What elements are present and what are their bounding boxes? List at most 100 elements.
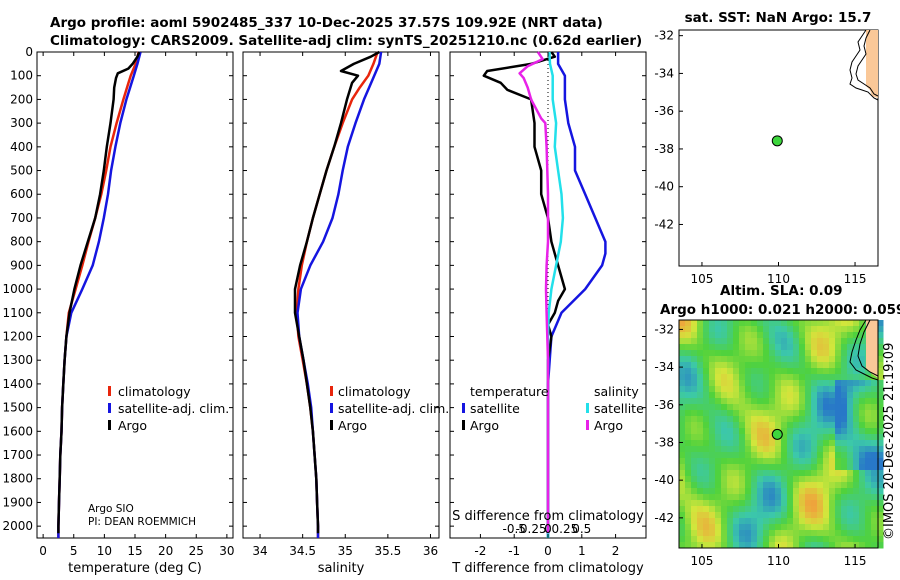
sla-cell: [787, 404, 794, 411]
sla-cell: [721, 524, 728, 531]
sla-cell: [817, 482, 824, 489]
sla-cell: [865, 500, 872, 507]
sst-map-axes: [678, 29, 879, 267]
sla-cell: [859, 362, 866, 369]
sla-cell: [781, 368, 788, 375]
sla-cell: [793, 500, 800, 507]
sla-cell: [847, 422, 854, 429]
sla-cell: [715, 374, 722, 381]
sla-coastline-inner: [857, 319, 879, 377]
sla-cell: [739, 398, 746, 405]
sla-cell: [757, 410, 764, 417]
sla-cell: [793, 542, 800, 549]
sla-cell: [787, 410, 794, 417]
sla-cell: [745, 488, 752, 495]
sla-cell: [805, 500, 812, 507]
sla-cell: [703, 458, 710, 465]
sla-cell: [733, 350, 740, 357]
sla-cell: [751, 410, 758, 417]
sla-cell: [805, 542, 812, 549]
sla-cell: [685, 326, 692, 333]
sla-cell: [787, 332, 794, 339]
sla-cell: [721, 374, 728, 381]
sla-cell: [709, 524, 716, 531]
sla-cell: [703, 440, 710, 447]
sla-cell: [691, 494, 698, 501]
sla-cell: [823, 326, 830, 333]
sla-cell: [727, 500, 734, 507]
sla-cell: [787, 386, 794, 393]
sla-cell: [817, 500, 824, 507]
sla-cell: [811, 542, 818, 549]
sla-cell: [739, 482, 746, 489]
sla-cell: [823, 494, 830, 501]
sla-cell: [835, 428, 842, 435]
sla-cell: [853, 344, 860, 351]
sla-cell: [721, 482, 728, 489]
sla-cell: [763, 452, 770, 459]
sla-cell: [823, 464, 830, 471]
temperature-legend: climatology satellite-adj. clim. Argo: [108, 384, 229, 433]
sla-cell: [679, 458, 686, 465]
sla-cell: [847, 350, 854, 357]
sla-cell: [823, 536, 830, 543]
sla-cell: [847, 434, 854, 441]
sla-cell: [787, 470, 794, 477]
sla-cell: [841, 392, 848, 399]
sla-cell: [841, 488, 848, 495]
sla-cell: [859, 398, 866, 405]
sla-cell: [817, 524, 824, 531]
sla-cell: [865, 416, 872, 423]
sla-cell: [847, 368, 854, 375]
sla-cell: [799, 416, 806, 423]
sla-cell: [805, 362, 812, 369]
sla-cell: [871, 434, 878, 441]
sla-cell: [781, 398, 788, 405]
sla-cell: [871, 464, 878, 471]
sla-cell: [679, 512, 686, 519]
sla-cell: [799, 536, 806, 543]
sla-cell: [823, 392, 830, 399]
sla-cell: [787, 530, 794, 537]
sla-cell: [799, 392, 806, 399]
sla-cell: [835, 542, 842, 549]
sla-cell: [829, 320, 836, 327]
sla-cell: [847, 338, 854, 345]
sla-cell: [697, 464, 704, 471]
sla-cell: [727, 470, 734, 477]
sla-cell: [721, 530, 728, 537]
sla-cell: [733, 356, 740, 363]
sla-cell: [835, 362, 842, 369]
sla-cell: [757, 356, 764, 363]
sla-cell: [823, 410, 830, 417]
s-tick-label: -0.5: [502, 522, 525, 536]
sla-cell: [691, 398, 698, 405]
sla-cell: [739, 344, 746, 351]
sla-cell: [811, 434, 818, 441]
sla-cell: [865, 392, 872, 399]
sla-cell: [745, 428, 752, 435]
sla-cell: [751, 416, 758, 423]
sla-cell: [841, 320, 848, 327]
sla-cell: [715, 434, 722, 441]
sla-cell: [775, 440, 782, 447]
legend-label-t-satellite: satellite: [470, 401, 520, 416]
sla-cell: [739, 500, 746, 507]
sla-cell: [721, 446, 728, 453]
temperature-xlabel: temperature (deg C): [68, 561, 202, 576]
sla-cell: [739, 518, 746, 525]
y-tick-label: 1100: [2, 306, 33, 320]
sla-cell: [799, 434, 806, 441]
sla-cell: [751, 356, 758, 363]
sla-cell: [787, 440, 794, 447]
sla-cell: [835, 494, 842, 501]
sla-cell: [685, 488, 692, 495]
difference-legend-left: temperature satellite Argo: [462, 384, 549, 433]
sla-cell: [721, 392, 728, 399]
sla-cell: [847, 512, 854, 519]
sla-cell: [799, 470, 806, 477]
legend-swatch-satellite: [108, 403, 111, 413]
sla-cell: [793, 446, 800, 453]
sla-cell: [697, 350, 704, 357]
